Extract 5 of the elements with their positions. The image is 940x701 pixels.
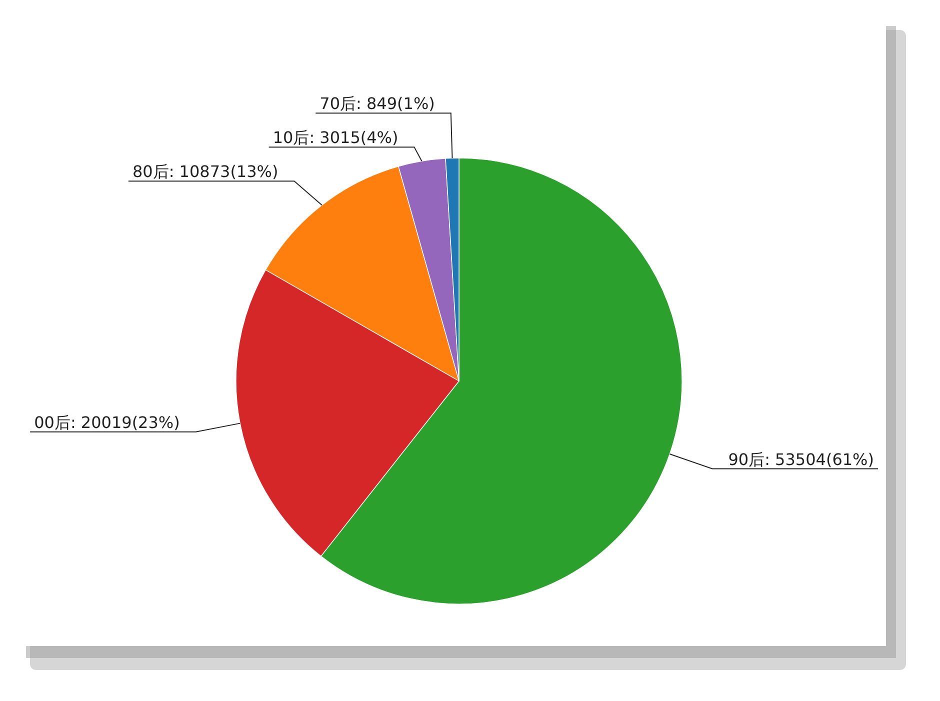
- slice-label: 10后: 3015(4%): [272, 128, 398, 148]
- slice-label: 70后: 849(1%): [320, 94, 435, 114]
- slice-label: 90后: 53504(61%): [728, 450, 874, 469]
- slice-label: 80后: 10873(13%): [132, 162, 278, 182]
- slice-label: 00后: 20019(23%): [34, 412, 180, 432]
